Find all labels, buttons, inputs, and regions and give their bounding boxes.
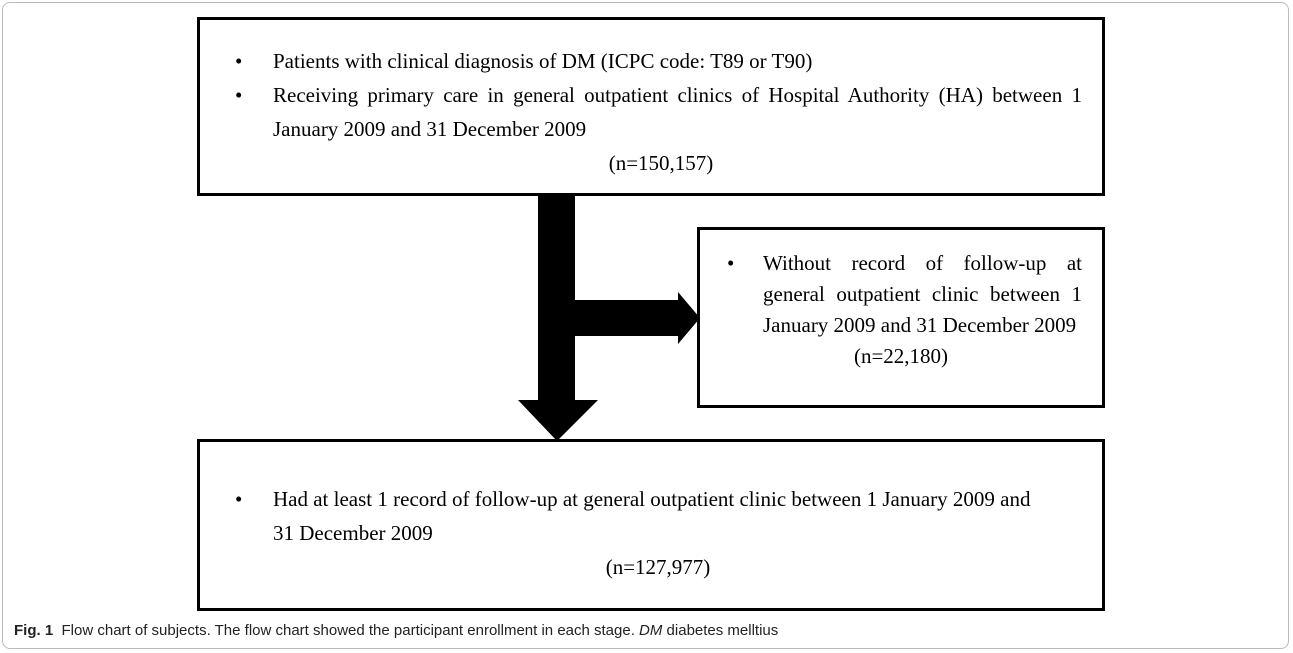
bullet: • Had at least 1 record of follow-up at g… — [235, 487, 1031, 545]
bullet: • Patients with clinical diagnosis of DM … — [235, 49, 813, 73]
caption-abbr: DM — [639, 622, 663, 639]
bullet: • Receiving primary care in general outpa… — [235, 83, 1082, 141]
count: (n=127,977) — [605, 555, 711, 579]
count: (n=22,180) — [853, 344, 949, 368]
bullet-text: Patients with clinical diagnosis of DM (… — [273, 49, 813, 73]
bullet-text: Without record of follow-up at general o… — [763, 251, 1082, 337]
caption-label: Fig. 1 — [14, 622, 54, 639]
bullet-text: Receiving primary care in general outpat… — [273, 83, 1082, 141]
box-bottom: • Had at least 1 record of follow-up at g… — [197, 439, 1105, 611]
down-arrow — [518, 193, 598, 441]
caption: Fig. 1 Flow chart of subjects. The flow … — [14, 622, 778, 639]
box-right: • Without record of follow-up at general … — [697, 227, 1105, 408]
box-top: • Patients with clinical diagnosis of DM … — [197, 17, 1105, 196]
right-arrow — [575, 292, 700, 344]
caption-abbr-text: diabetes melltius — [666, 622, 779, 639]
bullet-text: Had at least 1 record of follow-up at ge… — [273, 487, 1031, 545]
count: (n=150,157) — [608, 151, 714, 175]
caption-text: Flow chart of subjects. The flow chart s… — [61, 622, 635, 639]
bullet: • Without record of follow-up at general … — [727, 251, 1082, 337]
